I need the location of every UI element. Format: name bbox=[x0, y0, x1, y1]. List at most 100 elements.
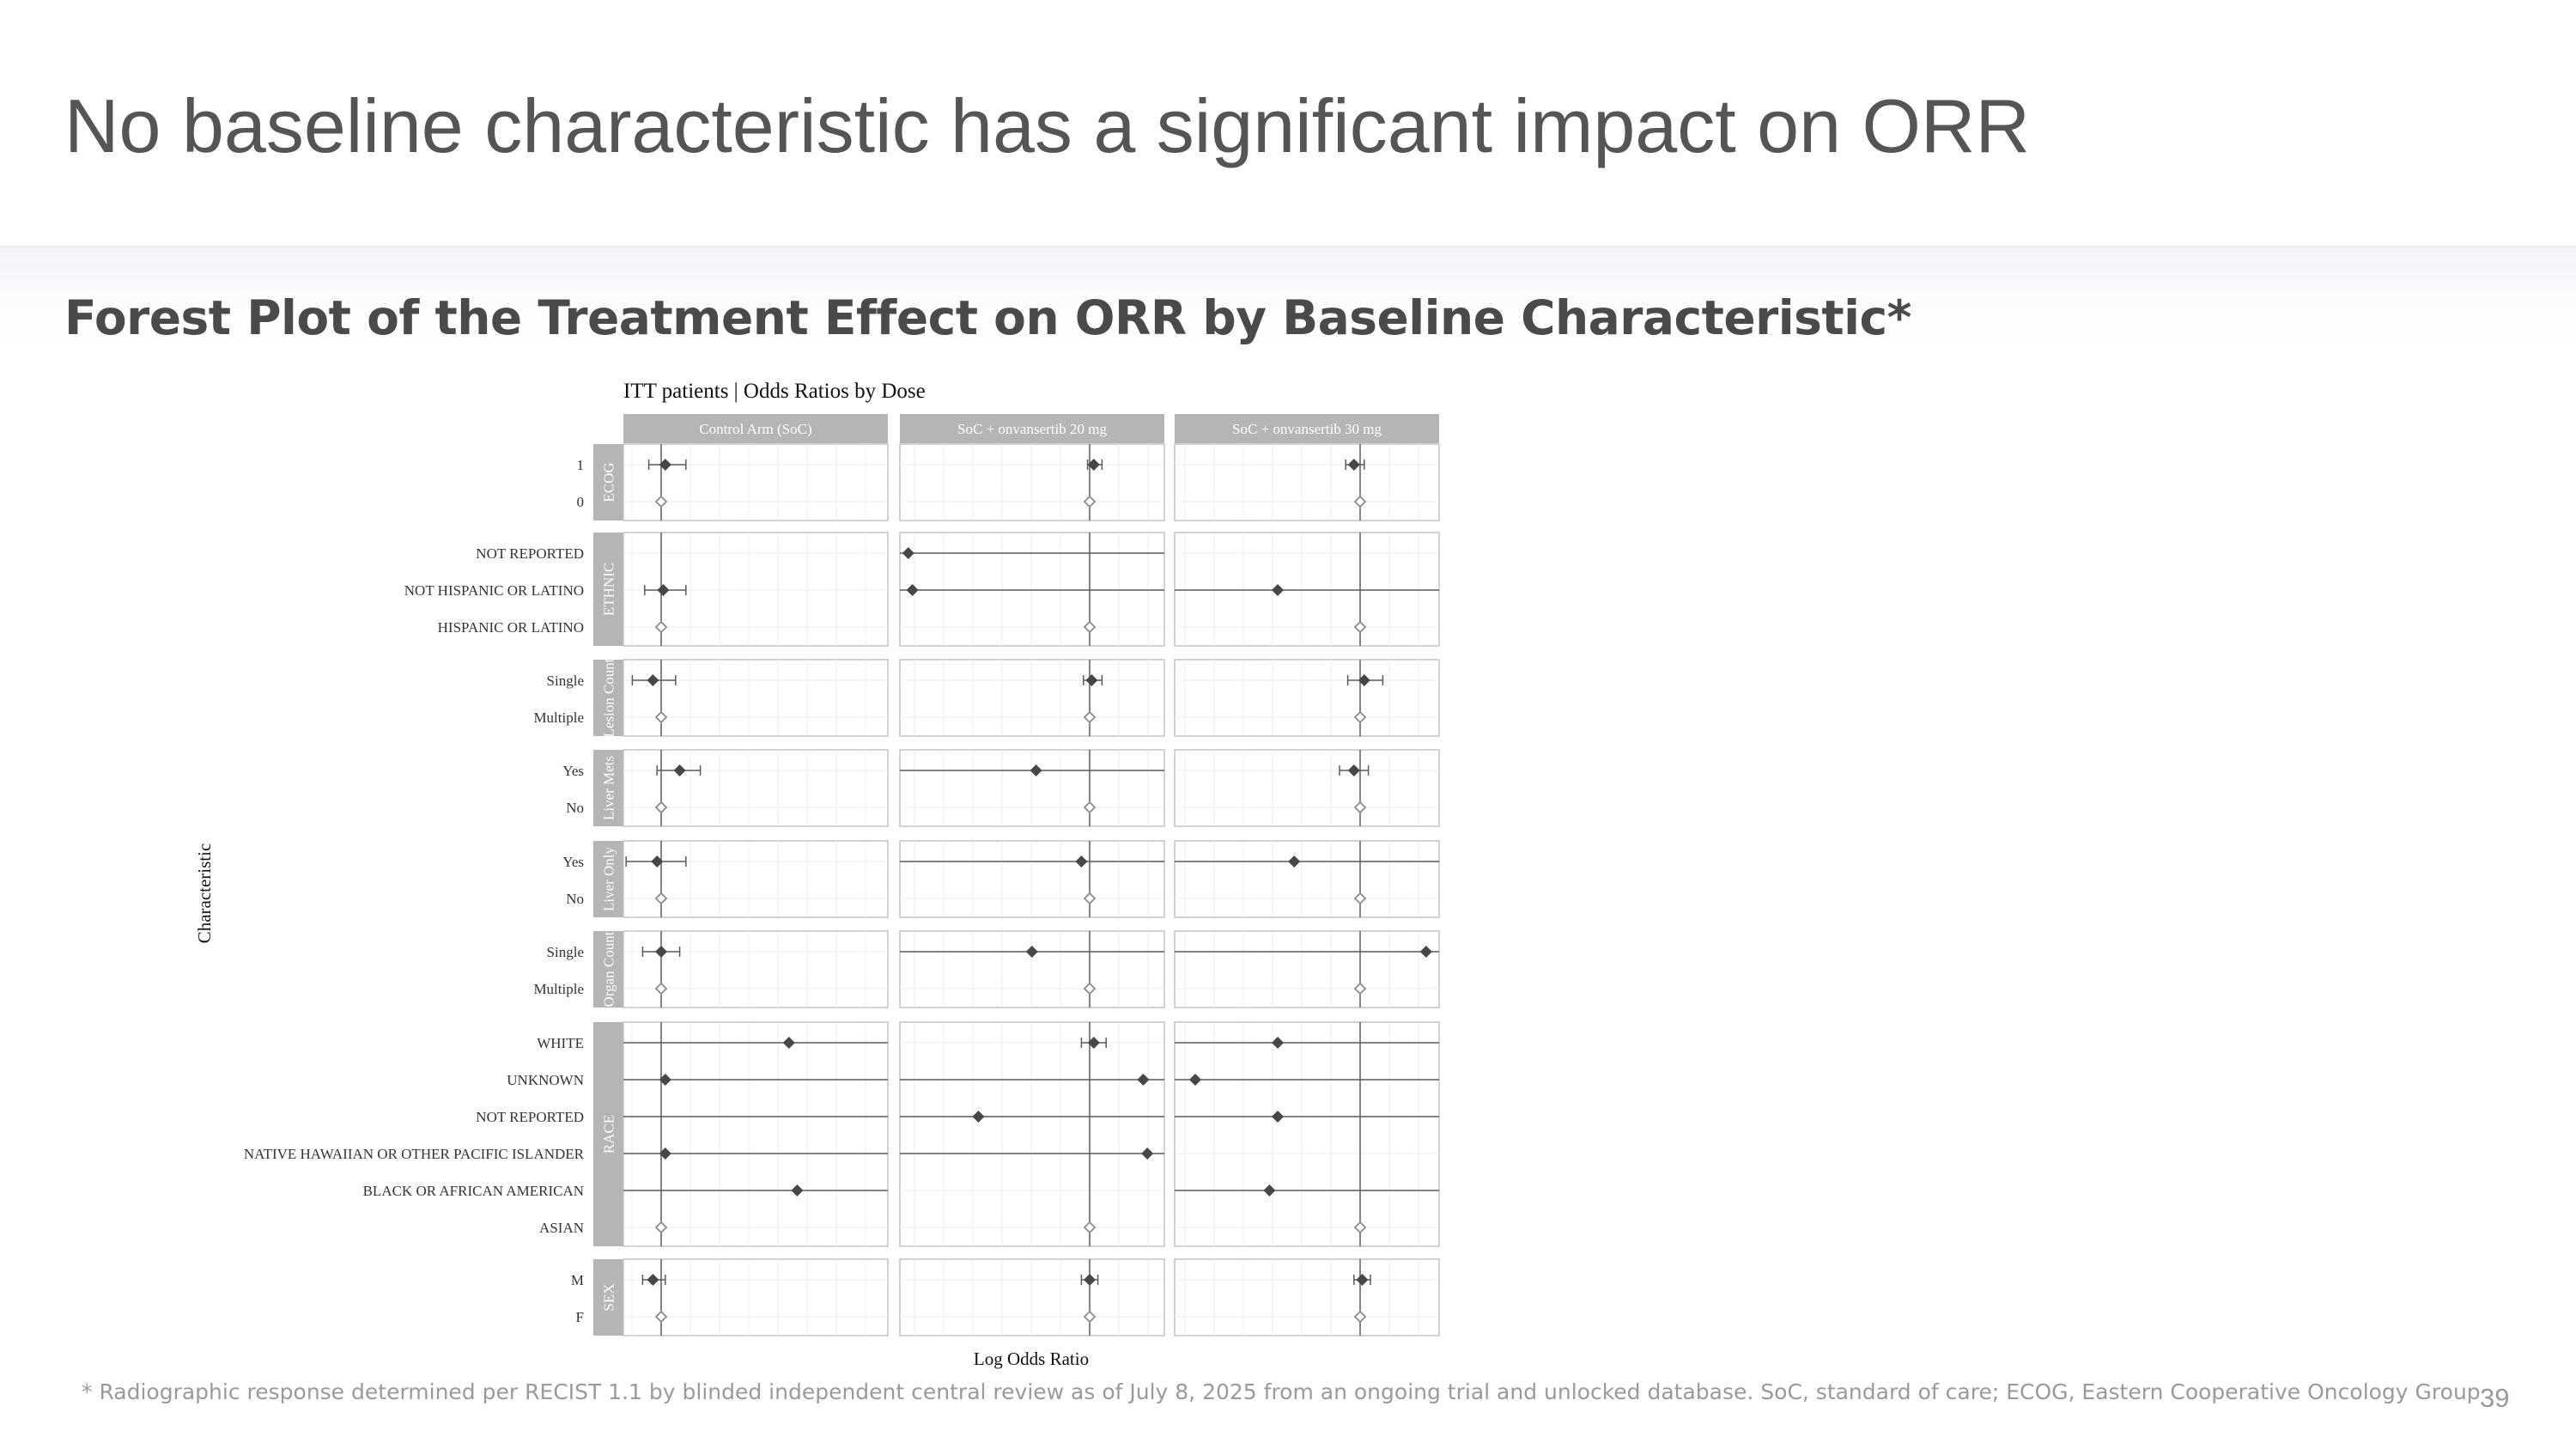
facet-strip-label: Liver Only bbox=[601, 846, 617, 911]
panel-background bbox=[1174, 443, 1440, 521]
reference-point bbox=[1353, 620, 1367, 634]
estimate-point bbox=[673, 764, 686, 776]
reference-point bbox=[1353, 801, 1367, 814]
facet-strip-label: RACE bbox=[601, 1115, 617, 1154]
estimate-point bbox=[1084, 1274, 1096, 1286]
panel-background bbox=[899, 749, 1165, 827]
facet-strip bbox=[593, 750, 623, 826]
estimate-point bbox=[1189, 1074, 1201, 1086]
estimate-point bbox=[1137, 1074, 1150, 1086]
panel-content bbox=[1175, 750, 1439, 826]
row-label: NATIVE HAWAIIAN OR OTHER PACIFIC ISLANDE… bbox=[244, 1146, 585, 1162]
row-label: Single bbox=[547, 673, 584, 689]
estimate-point bbox=[1347, 459, 1360, 471]
estimate-point bbox=[1272, 1037, 1284, 1049]
panel-content bbox=[623, 533, 888, 646]
facet-strip bbox=[593, 1022, 623, 1246]
panel-content bbox=[900, 750, 1164, 826]
reference-point bbox=[1083, 982, 1097, 995]
panel-content bbox=[623, 660, 888, 736]
row-label: NOT REPORTED bbox=[476, 1109, 584, 1125]
page-number: 39 bbox=[2480, 1383, 2510, 1413]
reference-point bbox=[654, 801, 668, 814]
estimate-point bbox=[659, 1148, 671, 1160]
reference-point bbox=[1353, 495, 1367, 508]
row-label: ASIAN bbox=[539, 1220, 584, 1236]
facet-strip bbox=[593, 841, 623, 917]
estimate-point bbox=[1087, 459, 1100, 471]
panel-background bbox=[623, 840, 889, 918]
reference-point bbox=[1353, 982, 1367, 995]
facet-strip-label: Lesion Count bbox=[601, 658, 617, 737]
estimate-point bbox=[906, 584, 919, 596]
facet-strip-label: SEX bbox=[601, 1283, 617, 1311]
panel-content bbox=[900, 1259, 1164, 1336]
row-label: Yes bbox=[562, 763, 584, 779]
estimate-point bbox=[647, 674, 659, 686]
panel-content bbox=[623, 1022, 888, 1246]
estimate-point bbox=[1356, 1274, 1369, 1286]
facet-strip bbox=[593, 660, 623, 736]
reference-point bbox=[654, 1221, 668, 1234]
panel-background bbox=[1174, 840, 1440, 918]
facet-strip bbox=[593, 1259, 623, 1336]
panel-background bbox=[623, 749, 889, 827]
estimate-point bbox=[791, 1184, 804, 1196]
panel-background bbox=[623, 443, 889, 521]
reference-point bbox=[654, 892, 668, 905]
reference-point bbox=[1353, 1221, 1367, 1234]
reference-point bbox=[1083, 620, 1097, 634]
row-label: M bbox=[571, 1272, 584, 1288]
panel-background bbox=[623, 1021, 889, 1247]
panel-header-strip bbox=[623, 414, 888, 443]
estimate-point bbox=[1419, 946, 1432, 958]
panel-content bbox=[1175, 660, 1439, 736]
row-label: No bbox=[566, 891, 584, 907]
panel-header-label: SoC + onvansertib 20 mg bbox=[957, 421, 1107, 437]
panel-content bbox=[900, 931, 1164, 1008]
row-label: UNKNOWN bbox=[507, 1072, 584, 1088]
panel-header-label: Control Arm (SoC) bbox=[699, 421, 811, 437]
estimate-point bbox=[1030, 764, 1042, 776]
panel-background bbox=[899, 532, 1165, 647]
estimate-point bbox=[782, 1037, 795, 1049]
estimate-point bbox=[1358, 674, 1370, 686]
panel-content bbox=[623, 931, 888, 1008]
panel-content bbox=[1175, 444, 1439, 521]
row-label: Multiple bbox=[533, 981, 584, 997]
row-label: Single bbox=[547, 944, 584, 960]
facet-strip-label: ECOG bbox=[601, 462, 617, 502]
reference-point bbox=[1083, 1221, 1097, 1234]
estimate-point bbox=[1075, 855, 1088, 868]
facet-strip-label: ETHNIC bbox=[601, 563, 617, 616]
panel-background bbox=[899, 443, 1165, 521]
x-axis-title: Log Odds Ratio bbox=[974, 1349, 1089, 1369]
estimate-point bbox=[1085, 674, 1098, 686]
reference-point bbox=[654, 710, 668, 724]
panel-content bbox=[623, 1259, 888, 1336]
panel-background bbox=[1174, 659, 1440, 737]
panel-background bbox=[1174, 749, 1440, 827]
reference-point bbox=[1083, 710, 1097, 724]
row-label: NOT HISPANIC OR LATINO bbox=[404, 582, 584, 599]
estimate-point bbox=[655, 946, 667, 958]
chart-title: ITT patients | Odds Ratios by Dose bbox=[623, 380, 926, 403]
panel-header-strip bbox=[1175, 414, 1439, 443]
estimate-point bbox=[647, 1274, 659, 1286]
reference-point bbox=[654, 495, 668, 508]
panel-background bbox=[899, 1258, 1165, 1336]
row-label: Multiple bbox=[533, 709, 584, 726]
facet-strip-label: Liver Mets bbox=[601, 756, 617, 820]
row-label: No bbox=[566, 800, 584, 816]
row-label: WHITE bbox=[537, 1035, 584, 1051]
panel-content bbox=[1175, 1022, 1439, 1246]
panel-content bbox=[1175, 841, 1439, 917]
estimate-point bbox=[657, 584, 670, 596]
reference-point bbox=[654, 1310, 668, 1324]
estimate-point bbox=[902, 547, 914, 559]
panel-background bbox=[899, 930, 1165, 1008]
panel-background bbox=[1174, 930, 1440, 1008]
panel-content bbox=[1175, 533, 1439, 646]
panel-background bbox=[623, 659, 889, 737]
